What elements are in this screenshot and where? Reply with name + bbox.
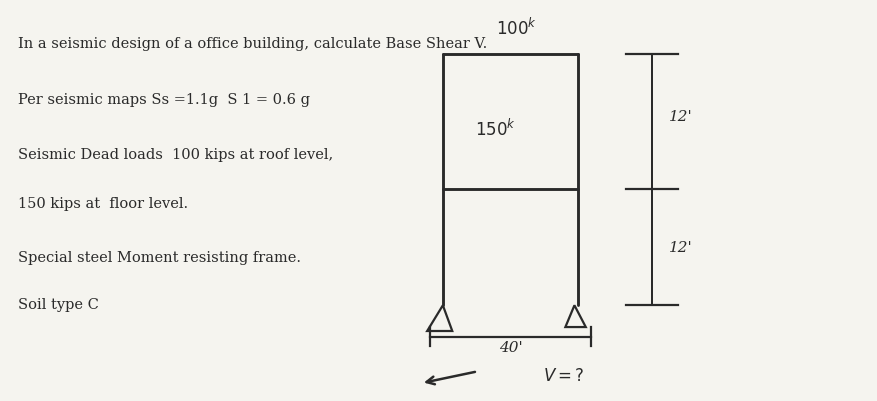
Text: 150 kips at  floor level.: 150 kips at floor level. — [18, 197, 189, 211]
Text: $150^k$: $150^k$ — [474, 119, 516, 140]
Text: Per seismic maps Ss =1.1g  S 1 = 0.6 g: Per seismic maps Ss =1.1g S 1 = 0.6 g — [18, 93, 310, 107]
Text: Special steel Moment resisting frame.: Special steel Moment resisting frame. — [18, 251, 302, 265]
Text: $100^k$: $100^k$ — [496, 18, 538, 39]
Text: Soil type C: Soil type C — [18, 298, 99, 312]
Text: Seismic Dead loads  100 kips at roof level,: Seismic Dead loads 100 kips at roof leve… — [18, 148, 334, 162]
Text: $V = ?$: $V = ?$ — [543, 368, 585, 385]
Text: 40': 40' — [499, 340, 523, 354]
Text: In a seismic design of a office building, calculate Base Shear V.: In a seismic design of a office building… — [18, 37, 488, 51]
Text: 12': 12' — [669, 110, 693, 124]
Text: 12': 12' — [669, 241, 693, 255]
